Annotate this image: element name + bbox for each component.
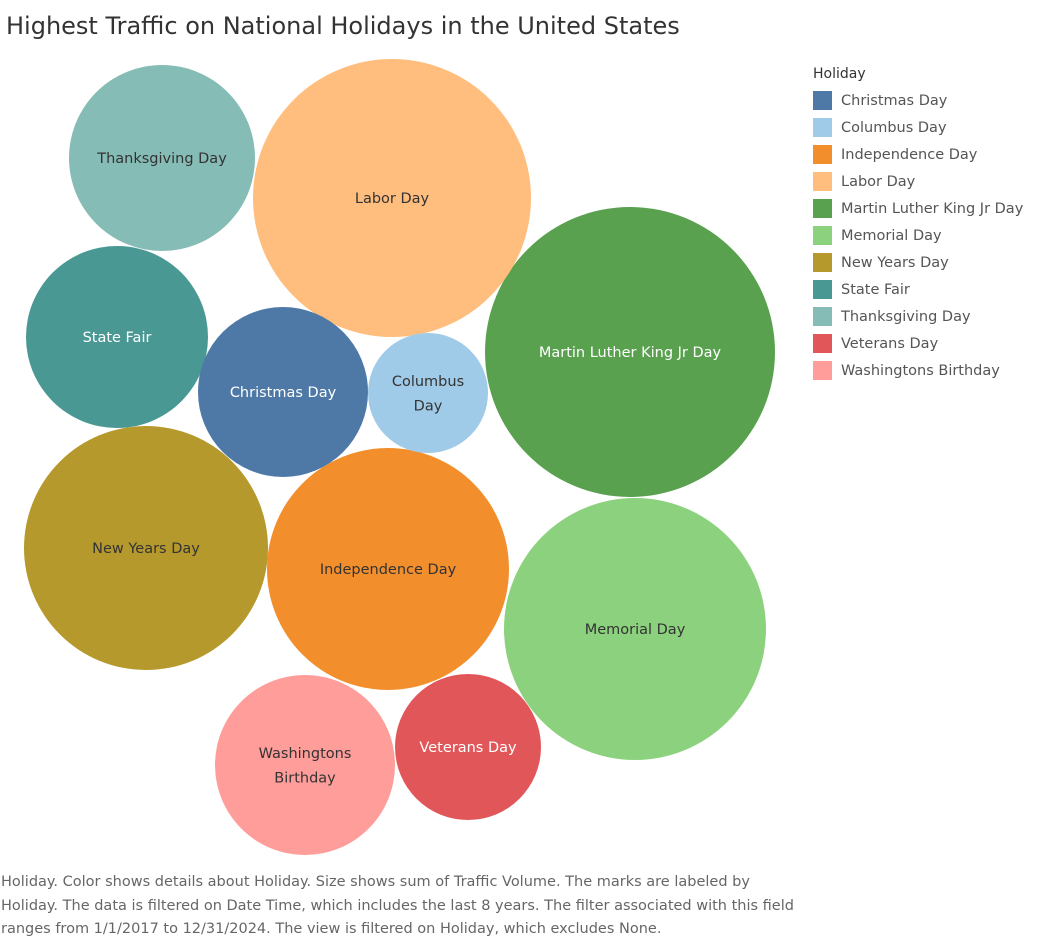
legend-swatch xyxy=(813,226,832,245)
legend-swatch xyxy=(813,361,832,380)
bubble-label: New Years Day xyxy=(92,541,200,557)
bubble-columbus-day[interactable]: Columbus Day xyxy=(368,333,488,453)
legend-label: State Fair xyxy=(841,281,910,298)
legend-label: Independence Day xyxy=(841,146,978,163)
bubble-veterans-day[interactable]: Veterans Day xyxy=(395,674,541,820)
bubble-circle[interactable] xyxy=(24,426,268,670)
bubble-circle[interactable] xyxy=(485,207,775,497)
bubble-independence-day[interactable]: Independence Day xyxy=(267,448,509,690)
legend-swatch xyxy=(813,307,832,326)
legend-item[interactable]: Washingtons Birthday xyxy=(813,357,1023,384)
bubble-circle[interactable] xyxy=(504,498,766,760)
legend-label: Martin Luther King Jr Day xyxy=(841,200,1024,217)
legend-item[interactable]: Memorial Day xyxy=(813,222,1023,249)
bubble-label: Independence Day xyxy=(320,562,457,578)
bubble-memorial-day[interactable]: Memorial Day xyxy=(504,498,766,760)
bubble-label: Veterans Day xyxy=(419,740,517,756)
legend-swatch xyxy=(813,172,832,191)
legend-item[interactable]: Independence Day xyxy=(813,141,1023,168)
legend-item[interactable]: Martin Luther King Jr Day xyxy=(813,195,1023,222)
legend-item[interactable]: Thanksgiving Day xyxy=(813,303,1023,330)
legend-swatch xyxy=(813,334,832,353)
legend-item[interactable]: New Years Day xyxy=(813,249,1023,276)
bubble-label: Christmas Day xyxy=(230,385,337,401)
legend-label: New Years Day xyxy=(841,254,949,271)
bubble-circle[interactable] xyxy=(198,307,368,477)
bubble-label: Day xyxy=(414,398,443,414)
bubble-circle[interactable] xyxy=(69,65,255,251)
bubble-label: Labor Day xyxy=(355,191,430,207)
bubble-martin-luther-king-jr-day[interactable]: Martin Luther King Jr Day xyxy=(485,207,775,497)
bubble-label: Columbus xyxy=(392,374,464,390)
bubble-circle[interactable] xyxy=(215,675,395,855)
chart-caption: Holiday. Color shows details about Holid… xyxy=(1,874,794,937)
legend-label: Thanksgiving Day xyxy=(841,308,971,325)
bubble-label: Memorial Day xyxy=(585,622,686,638)
bubble-label: Thanksgiving Day xyxy=(96,151,227,167)
bubble-new-years-day[interactable]: New Years Day xyxy=(24,426,268,670)
legend-swatch xyxy=(813,91,832,110)
chart-title: Highest Traffic on National Holidays in … xyxy=(6,12,680,40)
bubble-circle[interactable] xyxy=(26,246,208,428)
legend-swatch xyxy=(813,145,832,164)
legend-title: Holiday xyxy=(813,66,866,82)
bubble-washingtons-birthday[interactable]: Washingtons Birthday xyxy=(215,675,395,855)
legend-label: Washingtons Birthday xyxy=(841,362,1000,379)
bubble-label: Martin Luther King Jr Day xyxy=(539,345,722,361)
legend-item[interactable]: Labor Day xyxy=(813,168,1023,195)
bubble-label: Washingtons xyxy=(259,746,352,762)
bubble-circle[interactable] xyxy=(253,59,531,337)
legend-item[interactable]: State Fair xyxy=(813,276,1023,303)
bubble-label: Birthday xyxy=(274,770,336,786)
legend-label: Veterans Day xyxy=(841,335,939,352)
bubble-circle[interactable] xyxy=(395,674,541,820)
bubble-circle[interactable] xyxy=(267,448,509,690)
legend-swatch xyxy=(813,118,832,137)
legend-swatch xyxy=(813,253,832,272)
legend-items: Christmas Day Columbus Day Independence Da… xyxy=(813,87,1023,384)
legend-item[interactable]: Christmas Day xyxy=(813,87,1023,114)
legend-swatch xyxy=(813,280,832,299)
legend-label: Columbus Day xyxy=(841,119,947,136)
bubble-state-fair[interactable]: State Fair xyxy=(26,246,208,428)
bubble-thanksgiving-day[interactable]: Thanksgiving Day xyxy=(69,65,255,251)
legend: Holiday Christmas Day Columbus Day Indepen… xyxy=(813,65,1023,384)
legend-swatch xyxy=(813,199,832,218)
legend-item[interactable]: Veterans Day xyxy=(813,330,1023,357)
bubble-christmas-day[interactable]: Christmas Day xyxy=(198,307,368,477)
bubble-labor-day[interactable]: Labor Day xyxy=(253,59,531,337)
bubble-circle[interactable] xyxy=(368,333,488,453)
bubble-chart: Martin Luther King Jr Day Labor Day Memori… xyxy=(24,59,775,855)
legend-label: Labor Day xyxy=(841,173,916,190)
legend-item[interactable]: Columbus Day xyxy=(813,114,1023,141)
bubble-label: State Fair xyxy=(83,330,152,346)
legend-label: Christmas Day xyxy=(841,92,948,109)
legend-label: Memorial Day xyxy=(841,227,942,244)
